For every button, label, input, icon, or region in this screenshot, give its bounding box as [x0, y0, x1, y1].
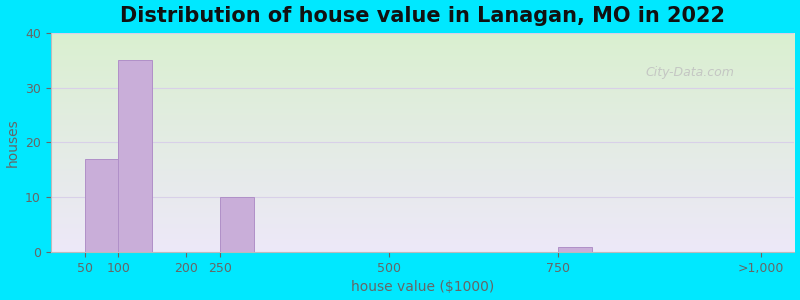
Bar — [118, 60, 152, 252]
X-axis label: house value ($1000): house value ($1000) — [351, 280, 494, 294]
Text: City-Data.com: City-Data.com — [646, 66, 734, 79]
Bar — [85, 159, 118, 252]
Y-axis label: houses: houses — [6, 118, 19, 167]
Title: Distribution of house value in Lanagan, MO in 2022: Distribution of house value in Lanagan, … — [120, 6, 725, 26]
Bar — [558, 247, 592, 252]
Bar — [220, 197, 254, 252]
